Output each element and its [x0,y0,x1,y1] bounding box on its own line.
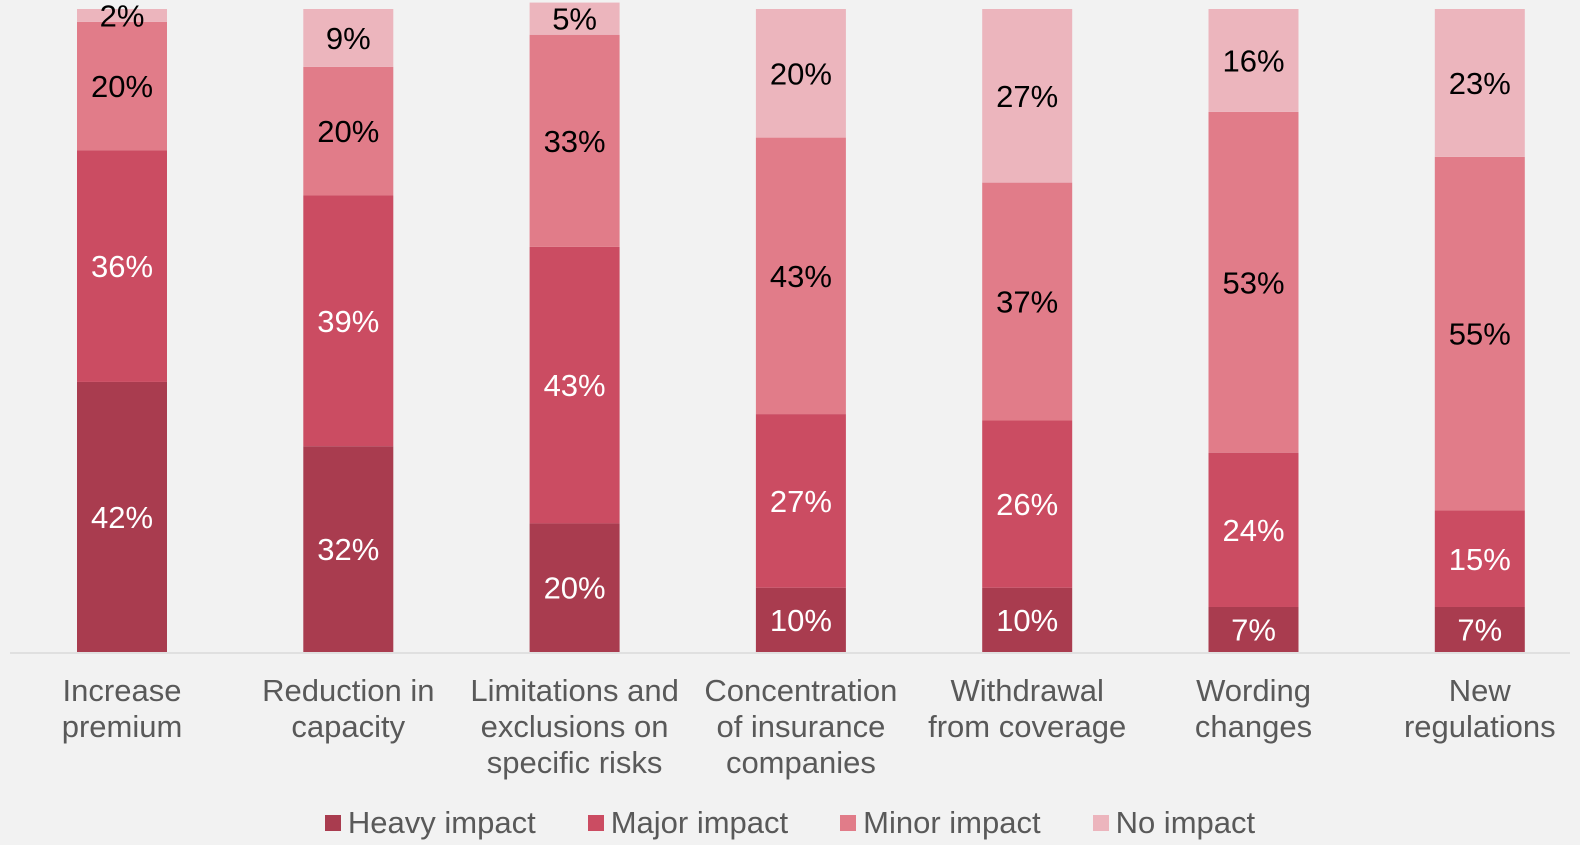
bar-segment [1208,606,1299,652]
legend-swatch [1092,814,1109,831]
legend-label: Major impact [610,804,789,840]
data-label: 10% [996,603,1058,638]
bar-segment [982,9,1073,183]
x-tick-label: changes [1195,709,1312,744]
x-tick-label: regulations [1404,709,1556,744]
data-label: 37% [996,285,1058,320]
bar-segment [755,9,846,138]
data-label: 9% [326,21,371,56]
legend-item: Minor impact [840,804,1041,841]
bar-segment [755,414,846,588]
x-tick-label: from coverage [928,709,1126,744]
bar-segment [755,137,846,415]
data-label: 33% [544,124,606,159]
legend-label: Minor impact [863,804,1041,840]
data-label: 20% [770,56,832,91]
bar-segment [529,2,620,35]
data-label: 27% [996,79,1058,114]
legend-label: No impact [1115,804,1256,840]
bar-segment [303,195,394,447]
x-tick-label: of insurance [716,709,885,744]
data-label: 20% [91,69,153,104]
data-label: 26% [996,487,1058,522]
legend-swatch [587,814,604,831]
bar-segment [529,246,620,524]
bar-segment [77,9,167,22]
bar-segment [1434,156,1525,511]
data-label: 36% [91,249,153,284]
legend-label: Heavy impact [347,804,536,840]
bar-segment [529,523,620,652]
data-label: 53% [1222,265,1284,300]
data-label: 39% [317,304,379,339]
data-label: 24% [1222,513,1284,548]
x-tick-label: specific risks [487,745,663,780]
bar-segment [529,34,620,247]
data-label: 43% [770,259,832,294]
legend-swatch [324,814,341,831]
x-tick-label: Wording [1196,673,1311,708]
x-tick-label: capacity [291,709,405,744]
bar-segment [303,66,394,196]
data-label: 55% [1449,317,1511,352]
bar-segment [755,587,846,652]
x-tick-label: premium [62,709,183,744]
bar-segment [982,420,1073,588]
bar-segment [77,381,167,652]
data-label: 42% [91,500,153,535]
x-tick-label: Concentration [704,673,897,708]
bar-segment [1208,452,1299,607]
bar-segment [1434,606,1525,652]
bar-segment [1208,9,1299,112]
legend-item: Major impact [587,804,789,841]
data-label: 20% [544,571,606,606]
x-tick-label: Limitations and [470,673,679,708]
legend: Heavy impact Major impact Minor impact No i… [0,800,1580,845]
x-tick-label: exclusions on [481,709,669,744]
bar-segment [303,446,394,652]
legend-item: No impact [1092,804,1256,841]
data-label: 27% [770,484,832,519]
bar-segment [982,182,1073,421]
data-label: 20% [317,114,379,149]
bar-segment [77,21,167,151]
data-label: 7% [1231,612,1276,647]
bar-segment [1434,9,1525,157]
data-label: 10% [770,603,832,638]
bar-segment [1208,111,1299,453]
legend-item: Heavy impact [324,804,536,841]
data-label: 23% [1449,66,1511,101]
bar-segment [77,150,167,382]
x-tick-label: New [1449,673,1512,708]
bar-segment [982,587,1073,652]
data-label: 5% [552,2,597,37]
legend-swatch [840,814,857,831]
x-tick-label: Withdrawal [951,673,1104,708]
x-tick-label: Increase [63,673,182,708]
data-label: 2% [100,0,145,33]
data-label: 16% [1222,43,1284,78]
bar-segment [303,9,394,67]
data-label: 43% [544,368,606,403]
x-tick-label: companies [726,745,876,780]
data-label: 15% [1449,542,1511,577]
data-label: 32% [317,532,379,567]
bar-segment [1434,510,1525,607]
data-label: 7% [1457,612,1502,647]
x-tick-label: Reduction in [262,673,434,708]
